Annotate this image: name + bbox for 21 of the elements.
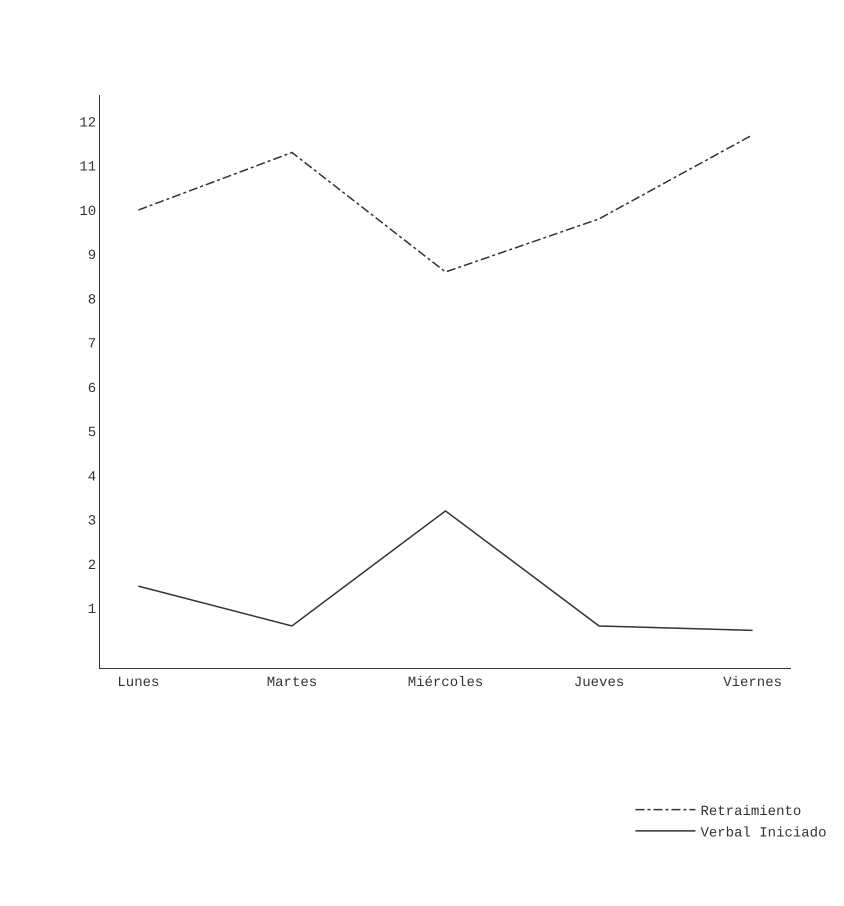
y-tick-label: 6 (88, 380, 96, 397)
line-series (138, 134, 754, 273)
x-tick-label: Viernes (723, 674, 782, 691)
line-series (138, 510, 754, 632)
legend-label: Retraimiento (700, 804, 802, 820)
y-tick-label: 8 (88, 292, 96, 308)
x-tick-label: Jueves (574, 674, 624, 691)
legend-label: Verbal Iniciado (700, 825, 826, 842)
y-tick-label: 1 (88, 602, 96, 618)
y-tick-label: 12 (79, 115, 96, 132)
y-tick-label: 5 (88, 425, 96, 442)
y-tick-label: 3 (88, 514, 96, 530)
y-tick-label: 4 (88, 469, 96, 486)
x-tick-label: Miércoles (408, 674, 484, 691)
x-tick-label: Lunes (117, 674, 160, 691)
y-tick-label: 2 (88, 558, 96, 574)
y-tick-label: 10 (79, 204, 96, 220)
y-tick-label: 11 (79, 160, 96, 176)
x-tick-label: Martes (266, 674, 318, 691)
y-tick-label: 9 (88, 248, 96, 264)
y-tick-label: 7 (88, 336, 96, 353)
